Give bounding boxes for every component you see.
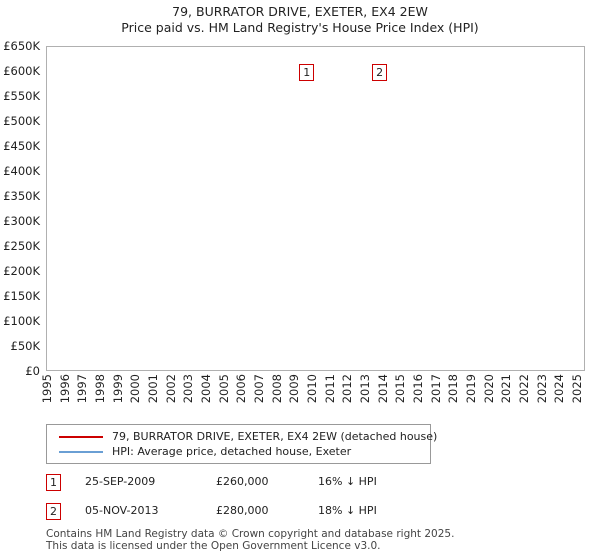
x-tick-label: 2001 [146,374,161,404]
legend-label-hpi: HPI: Average price, detached house, Exet… [112,445,352,458]
x-tick-label: 2009 [287,374,302,404]
footer-line-1: Contains HM Land Registry data © Crown c… [46,528,455,540]
legend-item-hpi: HPI: Average price, detached house, Exet… [53,444,424,459]
x-tick-label: 1998 [93,374,108,404]
x-tick-label: 2024 [552,374,567,404]
plot-frame [46,46,585,371]
x-tick-label: 2018 [446,374,461,404]
line-swatch-blue-icon [59,450,103,453]
chart-legend: 79, BURRATOR DRIVE, EXETER, EX4 2EW (det… [46,424,437,464]
x-axis-labels: 1995 1996 1997 1998 1999 2000 2001 2002 2003 2004… [40,374,585,420]
x-tick-label: 2006 [234,374,249,404]
x-tick-label: 2010 [305,374,320,404]
y-tick-label: £450K [3,139,40,153]
x-tick-label: 1999 [110,374,125,404]
page-subtitle: Price paid vs. HM Land Registry's House … [121,20,479,35]
y-tick-label: £350K [3,189,40,203]
y-tick-label: £250K [3,239,40,253]
x-tick-label: 2004 [199,374,214,404]
x-tick-label: 2019 [464,374,479,404]
x-tick-label: 1997 [75,374,90,404]
y-tick-label: £650K [3,39,40,53]
line-swatch-red-icon [59,435,103,438]
x-tick-label: 2002 [163,374,178,404]
y-tick-label: £150K [3,289,40,303]
x-tick-label: 2005 [216,374,231,404]
x-tick-label: 2017 [428,374,443,404]
chart-marker-flag-2[interactable]: 2 [372,64,388,81]
x-tick-label: 2025 [570,374,585,404]
x-tick-label: 2016 [411,374,426,404]
y-tick-label: £550K [3,89,40,103]
sale-badge-2: 2 [46,503,61,520]
x-tick-label: 2022 [517,374,532,404]
page-title: 79, BURRATOR DRIVE, EXETER, EX4 2EW [172,4,428,19]
x-tick-label: 2007 [252,374,267,404]
x-tick-label: 1996 [57,374,72,404]
x-tick-label: 1995 [40,374,54,404]
chart-title-block: 79, BURRATOR DRIVE, EXETER, EX4 2EW Pric… [0,4,600,36]
y-tick-label: £400K [3,164,40,178]
legend-label-price-paid: 79, BURRATOR DRIVE, EXETER, EX4 2EW (det… [112,430,438,443]
y-tick-label: £300K [3,214,40,228]
plot-area [46,46,585,371]
x-tick-label: 2023 [534,374,549,404]
x-tick-label: 2000 [128,374,143,404]
x-tick-label: 2014 [375,374,390,404]
x-tick-label: 2011 [322,374,337,404]
x-tick-label: 2012 [340,374,355,404]
sale-date-2: 05-NOV-2013 [85,504,159,517]
y-tick-label: £600K [3,64,40,78]
x-tick-label: 2003 [181,374,196,404]
x-tick-label: 2021 [499,374,514,404]
sale-row-1[interactable]: 1 25-SEP-2009 £260,000 16% ↓ HPI [46,474,546,491]
y-tick-label: £200K [3,264,40,278]
y-tick-label: £50K [10,339,41,353]
footer-attribution: Contains HM Land Registry data © Crown c… [46,528,586,552]
chart-marker-flag-1[interactable]: 1 [299,64,315,81]
x-tick-label: 2013 [358,374,373,404]
y-axis-labels: £0 £50K £100K £150K £200K £250K £300K £350K £400… [0,39,44,378]
y-tick-label: £0 [25,364,40,378]
sale-delta-2: 18% ↓ HPI [318,504,377,517]
sale-price-2: £280,000 [216,504,269,517]
x-tick-label: 2015 [393,374,408,404]
sale-price-1: £260,000 [216,475,269,488]
footer-line-2: This data is licensed under the Open Gov… [46,539,381,552]
y-tick-label: £500K [3,114,40,128]
sale-badge-1: 1 [46,474,61,491]
legend-item-price-paid: 79, BURRATOR DRIVE, EXETER, EX4 2EW (det… [53,429,437,444]
sale-date-1: 25-SEP-2009 [85,475,156,488]
x-tick-label: 2020 [481,374,496,404]
sale-delta-1: 16% ↓ HPI [318,475,377,488]
y-tick-label: £100K [3,314,40,328]
sale-row-2[interactable]: 2 05-NOV-2013 £280,000 18% ↓ HPI [46,503,546,520]
x-tick-label: 2008 [269,374,284,404]
